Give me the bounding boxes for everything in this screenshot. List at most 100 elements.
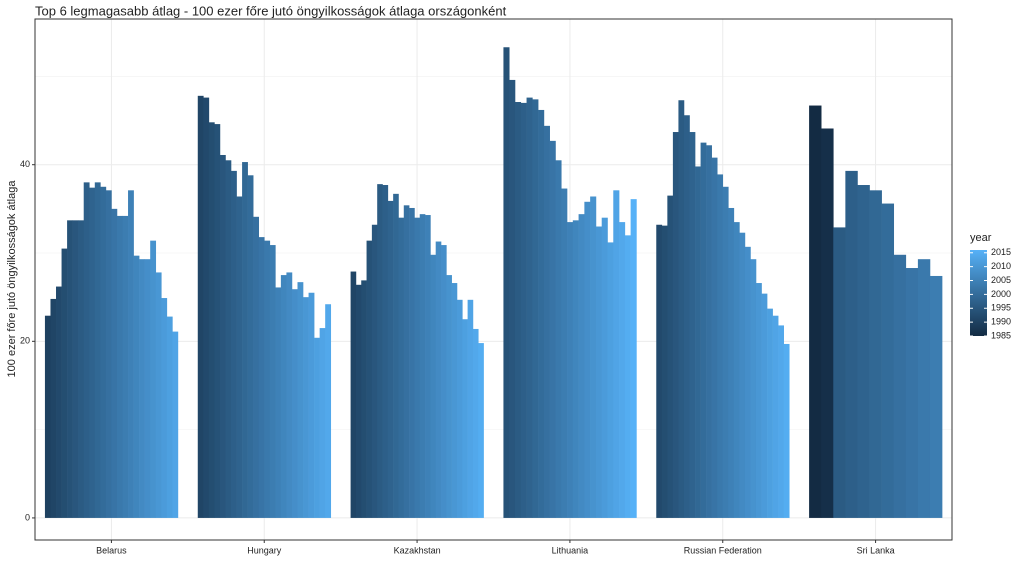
bar: [451, 283, 458, 518]
bar: [258, 237, 265, 518]
bar: [905, 268, 919, 518]
bar: [116, 215, 123, 518]
x-tick-label: Hungary: [247, 545, 282, 555]
x-tick-label: Russian Federation: [684, 545, 762, 555]
bar: [706, 145, 712, 518]
bar: [325, 304, 332, 518]
bar: [733, 222, 740, 518]
bar: [308, 292, 315, 518]
bar: [929, 275, 943, 518]
bar: [430, 254, 436, 518]
bar: [303, 297, 309, 518]
bar: [821, 128, 834, 518]
bar: [857, 185, 870, 518]
bar: [371, 224, 378, 518]
bar: [661, 225, 668, 518]
bar: [462, 319, 468, 518]
bar: [197, 95, 204, 518]
legend-label: 2015: [991, 247, 1011, 257]
bar: [247, 175, 254, 518]
bar: [755, 283, 762, 518]
bar: [845, 170, 858, 518]
bar: [917, 259, 931, 518]
bar: [56, 286, 62, 518]
bar: [678, 100, 685, 518]
bar: [601, 217, 608, 518]
bar: [595, 226, 603, 518]
bar: [607, 242, 614, 518]
bar: [144, 259, 151, 518]
bar: [739, 232, 746, 518]
bar: [567, 222, 574, 518]
bar: [105, 190, 112, 518]
bar: [561, 188, 568, 518]
bar: [139, 259, 145, 518]
bar: [208, 122, 215, 518]
bar: [728, 207, 735, 518]
y-tick-label: 0: [25, 512, 30, 522]
bar: [613, 190, 620, 518]
bar: [219, 154, 226, 518]
y-axis-label: 100 ezer főre jutó öngyilkosságok átlaga: [6, 180, 18, 378]
bar: [750, 259, 757, 518]
bar: [172, 331, 179, 518]
bar: [393, 193, 399, 518]
y-tick-label: 40: [20, 159, 30, 169]
bar: [509, 79, 516, 518]
bar: [435, 241, 442, 518]
bar: [355, 284, 362, 518]
bar: [893, 254, 907, 518]
legend-title: year: [970, 232, 992, 244]
bar: [783, 343, 790, 518]
legend-label: 2005: [991, 275, 1011, 285]
bar: [231, 170, 237, 518]
bar: [44, 315, 51, 518]
bar: [275, 287, 282, 518]
bar: [456, 299, 463, 518]
bar: [286, 272, 293, 518]
bar: [419, 214, 426, 518]
bar: [314, 337, 320, 518]
legend-label: 1995: [991, 303, 1011, 313]
bar: [67, 220, 73, 518]
bar: [619, 222, 626, 518]
bar: [166, 316, 173, 518]
bar: [472, 328, 479, 518]
bar: [549, 140, 556, 518]
legend-label: 2010: [991, 261, 1011, 271]
bar: [61, 248, 68, 518]
bar: [722, 186, 729, 518]
bar: [387, 200, 394, 518]
bar: [291, 289, 298, 518]
chart-title: Top 6 legmagasabb átlag - 100 ezer főre …: [35, 3, 507, 18]
bar: [578, 214, 585, 518]
bar: [526, 97, 533, 518]
bar: [366, 240, 373, 518]
bar: [441, 245, 447, 518]
bar: [403, 205, 410, 518]
bar: [264, 240, 271, 518]
bar: [83, 182, 90, 518]
x-tick-label: Lithuania: [552, 545, 589, 555]
bar: [555, 160, 562, 518]
bar: [409, 207, 415, 518]
bar: [538, 109, 545, 518]
plot-border: [34, 18, 953, 541]
bar: [532, 99, 539, 518]
bar: [100, 186, 107, 518]
bar: [253, 216, 260, 518]
bar: [225, 160, 232, 518]
bar: [514, 102, 522, 518]
bar: [361, 280, 367, 518]
bar: [269, 245, 276, 518]
bar: [683, 115, 690, 518]
bar: [672, 132, 679, 518]
bar: [543, 125, 550, 518]
x-tick-label: Sri Lanka: [857, 545, 895, 555]
bar: [744, 246, 751, 518]
bar: [717, 174, 724, 518]
bar: [155, 272, 162, 518]
plot-panel: [35, 19, 952, 540]
